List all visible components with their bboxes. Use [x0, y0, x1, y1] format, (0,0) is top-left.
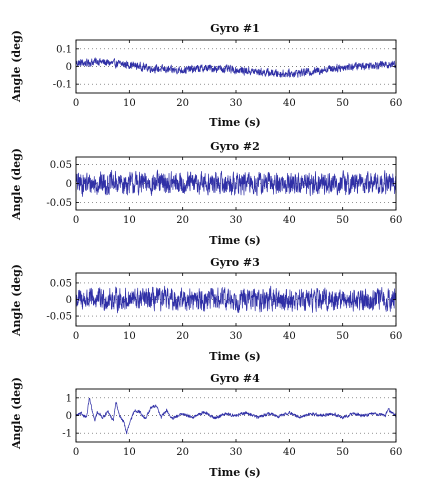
x-tick-label: 50: [336, 331, 349, 342]
x-tick-label: 0: [73, 98, 79, 109]
x-tick-label: 0: [73, 215, 79, 226]
y-tick-label: 0: [66, 179, 72, 190]
chart-title: Gyro #3: [210, 256, 260, 269]
y-tick-label: 0.05: [50, 160, 72, 171]
panel-gyro-1: Gyro #1 0 10 20 30 40 50 60-0.100.1 Time (s) A…: [10, 22, 402, 129]
x-tick-label: 10: [123, 447, 136, 458]
y-tick-label: -0.05: [46, 198, 72, 209]
x-tick-label: 40: [283, 331, 296, 342]
x-tick-label: 30: [230, 98, 243, 109]
series-line: [75, 397, 397, 435]
x-tick-label: 40: [283, 447, 296, 458]
x-tick-label: 60: [390, 331, 403, 342]
x-tick-label: 10: [123, 215, 136, 226]
x-tick-label: 60: [390, 215, 403, 226]
x-tick-label: 20: [176, 98, 189, 109]
y-tick-label: -0.1: [53, 80, 72, 91]
x-tick-label: 30: [230, 447, 243, 458]
y-tick-label: -0.05: [46, 312, 72, 323]
x-tick-label: 20: [176, 331, 189, 342]
series-line: [75, 285, 397, 314]
y-axis-label: Angle (deg): [10, 377, 23, 450]
x-tick-label: 60: [390, 447, 403, 458]
series-line: [75, 57, 397, 78]
x-tick-label: 60: [390, 98, 403, 109]
x-tick-label: 40: [283, 98, 296, 109]
x-axis-label: Time (s): [209, 350, 260, 363]
x-tick-label: 10: [123, 98, 136, 109]
x-axis-label: Time (s): [209, 116, 260, 129]
y-axis-label: Angle (deg): [10, 148, 23, 221]
panel-gyro-4: Gyro #4 0 10 20 30 40 50 60-101 Time (s) Angle…: [10, 372, 402, 479]
y-tick-label: 0: [66, 411, 72, 422]
plot-area: 0 10 20 30 40 50 60-101: [62, 388, 403, 458]
y-axis-label: Angle (deg): [10, 30, 23, 103]
y-tick-label: 0: [66, 295, 72, 306]
y-axis-label: Angle (deg): [10, 264, 23, 337]
y-tick-label: 1: [66, 393, 72, 404]
x-axis-label: Time (s): [209, 234, 260, 247]
plot-area: 0 10 20 30 40 50 60-0.100.1: [53, 39, 403, 109]
x-tick-label: 30: [230, 331, 243, 342]
chart-title: Gyro #2: [210, 140, 260, 153]
x-tick-label: 0: [73, 331, 79, 342]
x-axis-label: Time (s): [209, 466, 260, 479]
x-tick-label: 50: [336, 215, 349, 226]
y-tick-label: 0.05: [50, 278, 72, 289]
chart-title: Gyro #1: [210, 22, 260, 35]
series-line: [75, 169, 397, 197]
y-tick-label: -1: [62, 429, 72, 440]
x-tick-label: 50: [336, 447, 349, 458]
chart-title: Gyro #4: [210, 372, 260, 385]
x-tick-label: 20: [176, 215, 189, 226]
y-tick-label: 0: [66, 62, 72, 73]
x-tick-label: 40: [283, 215, 296, 226]
x-tick-label: 10: [123, 331, 136, 342]
x-tick-label: 20: [176, 447, 189, 458]
x-tick-label: 0: [73, 447, 79, 458]
y-tick-label: 0.1: [56, 44, 72, 55]
x-tick-label: 50: [336, 98, 349, 109]
x-tick-label: 30: [230, 215, 243, 226]
